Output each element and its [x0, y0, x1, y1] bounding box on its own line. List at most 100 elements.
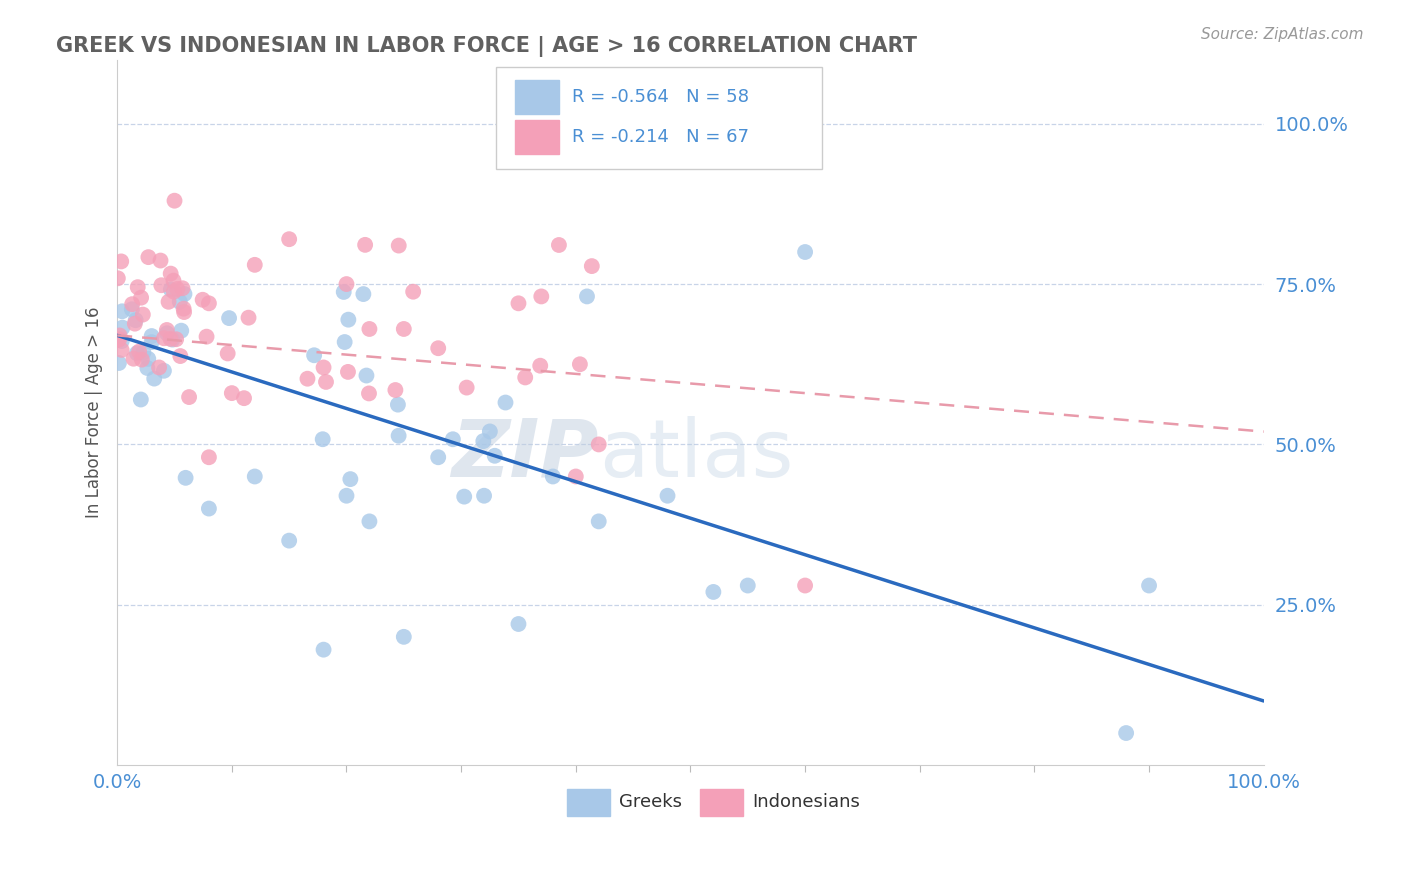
Point: [136, 361, 159, 376]
Point: [132, 308, 155, 322]
Point: [198, 296, 221, 310]
Point: [588, 515, 610, 529]
Point: [121, 297, 143, 311]
Point: [335, 489, 357, 503]
Text: ZIP: ZIP: [451, 416, 599, 493]
Point: [172, 281, 194, 295]
Point: [278, 232, 301, 246]
Point: [136, 351, 159, 366]
Point: [794, 245, 817, 260]
Point: [174, 471, 197, 485]
Point: [218, 311, 240, 326]
Point: [402, 285, 425, 299]
Y-axis label: In Labor Force | Age > 16: In Labor Force | Age > 16: [86, 307, 103, 518]
Point: [156, 323, 179, 337]
Point: [191, 293, 214, 307]
Point: [195, 329, 218, 343]
Point: [456, 381, 478, 395]
Point: [160, 283, 183, 297]
Point: [702, 585, 724, 599]
Point: [472, 489, 495, 503]
Point: [737, 578, 759, 592]
Point: [333, 334, 356, 349]
Point: [332, 285, 354, 299]
Point: [217, 346, 239, 360]
Point: [128, 344, 150, 359]
Point: [141, 329, 163, 343]
Point: [794, 578, 817, 592]
Point: [575, 289, 598, 303]
Point: [568, 357, 591, 371]
Point: [121, 302, 143, 317]
Point: [233, 391, 256, 405]
Point: [131, 352, 153, 367]
Point: [177, 390, 200, 404]
Point: [388, 428, 411, 442]
Point: [352, 287, 374, 301]
Point: [108, 328, 131, 343]
Point: [472, 434, 495, 449]
Point: [312, 432, 335, 446]
Point: [339, 472, 361, 486]
Point: [173, 287, 195, 301]
Point: [162, 274, 184, 288]
Point: [111, 343, 134, 357]
Text: atlas: atlas: [599, 416, 793, 493]
Point: [156, 326, 179, 341]
Point: [143, 371, 166, 385]
Point: [359, 515, 381, 529]
Point: [150, 278, 173, 293]
Point: [1115, 726, 1137, 740]
Point: [170, 324, 193, 338]
Point: [515, 370, 537, 384]
Point: [132, 345, 155, 359]
Point: [453, 490, 475, 504]
Point: [356, 368, 378, 383]
Point: [302, 348, 325, 362]
Point: [530, 289, 553, 303]
Point: [122, 351, 145, 366]
Point: [278, 533, 301, 548]
Point: [127, 280, 149, 294]
Point: [357, 386, 380, 401]
Point: [173, 301, 195, 316]
Point: [107, 271, 129, 285]
Text: Indonesians: Indonesians: [752, 794, 860, 812]
Point: [124, 317, 146, 331]
Point: [111, 334, 134, 348]
Point: [484, 449, 506, 463]
Point: [153, 364, 176, 378]
Point: [141, 335, 163, 350]
Point: [388, 238, 411, 252]
Point: [384, 383, 406, 397]
Point: [315, 375, 337, 389]
Point: [148, 360, 170, 375]
Bar: [515, 120, 558, 154]
Point: [138, 250, 160, 264]
Point: [108, 356, 131, 370]
Point: [198, 450, 221, 465]
Point: [159, 332, 181, 346]
Point: [221, 386, 243, 401]
Point: [243, 258, 266, 272]
Text: R = -0.564   N = 58: R = -0.564 N = 58: [572, 88, 749, 106]
Point: [581, 259, 603, 273]
Text: Source: ZipAtlas.com: Source: ZipAtlas.com: [1201, 27, 1364, 42]
Point: [198, 501, 221, 516]
Point: [163, 285, 186, 299]
Point: [165, 332, 187, 346]
Point: [238, 310, 260, 325]
Point: [588, 437, 610, 451]
Point: [163, 194, 186, 208]
Point: [169, 294, 191, 309]
Point: [508, 617, 530, 632]
Bar: [567, 789, 610, 816]
Text: R = -0.214   N = 67: R = -0.214 N = 67: [572, 128, 749, 146]
Text: GREEK VS INDONESIAN IN LABOR FORCE | AGE > 16 CORRELATION CHART: GREEK VS INDONESIAN IN LABOR FORCE | AGE…: [56, 36, 917, 57]
Point: [149, 253, 172, 268]
Point: [541, 469, 564, 483]
Text: Greeks: Greeks: [620, 794, 682, 812]
Point: [427, 341, 450, 355]
Point: [354, 238, 377, 252]
Point: [297, 372, 319, 386]
